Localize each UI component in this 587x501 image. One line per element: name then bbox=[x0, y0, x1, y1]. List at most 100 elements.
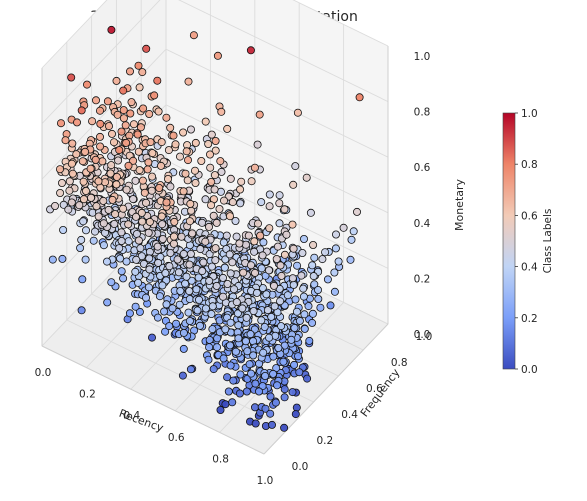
data-point bbox=[255, 110, 264, 119]
colorbar-strip bbox=[502, 112, 516, 370]
data-point bbox=[135, 307, 144, 316]
data-point bbox=[153, 76, 162, 85]
data-point bbox=[265, 190, 274, 199]
data-point bbox=[78, 275, 87, 284]
data-point bbox=[267, 312, 276, 321]
data-point bbox=[65, 186, 74, 195]
x-tick-label: 0.2 bbox=[79, 389, 96, 401]
data-point bbox=[61, 136, 70, 145]
data-point bbox=[221, 255, 230, 264]
colorbar-tick-label: 0.8 bbox=[521, 159, 538, 171]
data-point bbox=[212, 281, 221, 290]
data-point bbox=[209, 211, 218, 220]
data-point bbox=[273, 381, 282, 390]
data-point bbox=[145, 247, 154, 256]
data-point bbox=[81, 147, 90, 156]
data-point bbox=[185, 287, 194, 296]
data-point bbox=[178, 371, 187, 380]
data-point bbox=[189, 31, 198, 40]
data-point bbox=[57, 119, 66, 128]
data-point bbox=[157, 138, 166, 147]
data-point bbox=[225, 250, 234, 259]
data-point bbox=[124, 161, 133, 170]
data-point bbox=[208, 325, 217, 334]
data-point bbox=[133, 130, 142, 139]
data-point bbox=[160, 307, 169, 316]
data-point bbox=[211, 136, 220, 145]
data-point bbox=[306, 208, 315, 217]
data-point bbox=[226, 174, 235, 183]
data-point bbox=[184, 308, 193, 317]
data-point bbox=[67, 159, 76, 168]
data-point bbox=[276, 297, 285, 306]
data-point bbox=[257, 316, 266, 325]
data-point bbox=[291, 162, 300, 171]
data-point bbox=[186, 249, 195, 258]
data-point bbox=[220, 263, 229, 272]
data-point bbox=[141, 198, 150, 207]
data-point bbox=[122, 257, 131, 266]
data-point bbox=[321, 248, 330, 257]
data-point bbox=[81, 255, 90, 264]
data-point bbox=[184, 77, 193, 86]
data-point bbox=[117, 267, 126, 276]
data-point bbox=[158, 234, 167, 243]
x-tick-label: 0.8 bbox=[212, 453, 229, 465]
data-point bbox=[339, 223, 348, 232]
data-point bbox=[226, 318, 235, 327]
data-point bbox=[272, 254, 281, 263]
data-point bbox=[86, 164, 95, 173]
data-point bbox=[162, 300, 171, 309]
grid-line-z bbox=[41, 0, 389, 124]
data-point bbox=[78, 157, 87, 166]
data-point bbox=[244, 231, 253, 240]
data-point bbox=[236, 185, 245, 194]
data-point bbox=[124, 220, 133, 229]
data-point bbox=[157, 212, 166, 221]
pane-left bbox=[42, 0, 166, 346]
data-point bbox=[137, 208, 146, 217]
data-point bbox=[222, 231, 231, 240]
data-point bbox=[110, 219, 119, 228]
data-point bbox=[188, 229, 197, 238]
data-point bbox=[58, 178, 67, 187]
data-point bbox=[233, 309, 242, 318]
data-point bbox=[169, 239, 178, 248]
data-point bbox=[142, 44, 151, 53]
tick-labels: 0.00.20.40.60.81.00.00.20.40.60.81.00.00… bbox=[35, 51, 433, 487]
data-point bbox=[221, 400, 230, 409]
data-point bbox=[108, 195, 117, 204]
axis-lines bbox=[41, 46, 389, 455]
data-point bbox=[187, 206, 196, 215]
data-point bbox=[182, 272, 191, 281]
data-point bbox=[98, 157, 107, 166]
data-point bbox=[288, 388, 297, 397]
data-point bbox=[67, 198, 76, 207]
data-point bbox=[247, 177, 256, 186]
data-point bbox=[225, 341, 234, 350]
data-point bbox=[190, 166, 199, 175]
data-point bbox=[270, 302, 279, 311]
x-tick-label: 0.0 bbox=[35, 367, 52, 379]
data-point bbox=[201, 195, 210, 204]
data-point bbox=[289, 180, 298, 189]
data-point bbox=[206, 163, 215, 172]
data-point bbox=[99, 219, 108, 228]
data-point bbox=[175, 300, 184, 309]
data-point bbox=[228, 398, 237, 407]
data-point bbox=[92, 202, 101, 211]
data-point bbox=[309, 240, 318, 249]
z-tick-label: 0.4 bbox=[414, 218, 431, 230]
y-tick-label: 0.4 bbox=[341, 409, 358, 421]
data-point bbox=[162, 198, 171, 207]
data-point bbox=[64, 205, 73, 214]
data-point bbox=[253, 140, 262, 149]
data-point bbox=[259, 238, 268, 247]
data-point bbox=[303, 374, 312, 383]
data-point bbox=[122, 185, 131, 194]
data-point bbox=[299, 284, 308, 293]
data-point bbox=[119, 86, 128, 95]
data-point bbox=[207, 309, 216, 318]
data-point bbox=[260, 322, 269, 331]
